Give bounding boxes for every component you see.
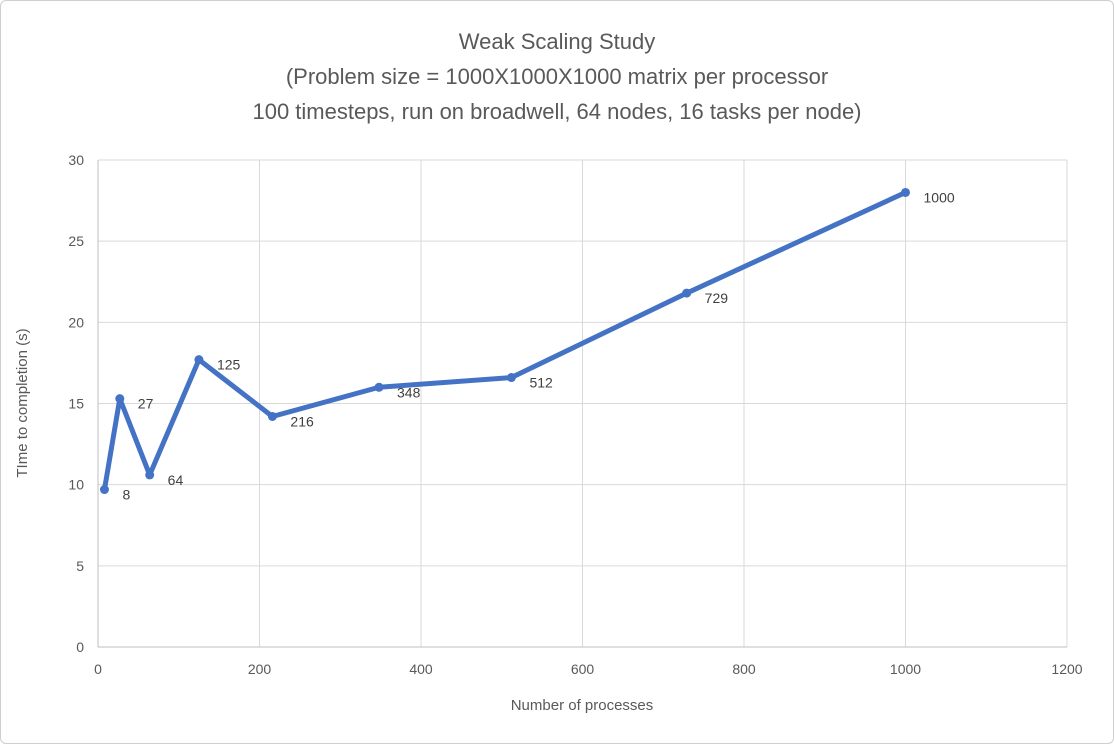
data-point xyxy=(267,411,277,421)
y-tick-label: 10 xyxy=(68,477,84,493)
x-tick-label: 600 xyxy=(571,661,595,677)
y-axis-title: TIme to completion (s) xyxy=(14,328,31,477)
data-label: 64 xyxy=(168,472,184,488)
series-line xyxy=(101,189,908,493)
y-tick-label: 0 xyxy=(76,639,84,655)
data-series xyxy=(99,187,910,495)
data-label: 729 xyxy=(705,290,729,306)
data-point xyxy=(374,382,384,392)
gridlines xyxy=(98,159,1068,647)
data-point xyxy=(682,288,692,298)
data-label: 125 xyxy=(217,357,241,373)
chart-title-line-3: 100 timesteps, run on broadwell, 64 node… xyxy=(252,99,861,124)
x-tick-label: 0 xyxy=(94,661,102,677)
data-point xyxy=(115,394,125,404)
data-label: 348 xyxy=(397,384,421,400)
x-tick-label: 400 xyxy=(409,661,433,677)
chart-title-line-2: (Problem size = 1000X1000X1000 matrix pe… xyxy=(286,64,828,89)
x-tick-label: 200 xyxy=(248,661,272,677)
y-tick-label: 15 xyxy=(68,396,84,412)
x-axis-title: Number of processes xyxy=(511,697,654,714)
x-tick-label: 1200 xyxy=(1051,661,1082,677)
y-tick-label: 25 xyxy=(68,233,84,249)
data-label: 216 xyxy=(290,413,314,429)
data-point xyxy=(99,485,109,495)
data-labels: 8 27 64 125 216 348 512 729 1000 xyxy=(122,189,954,502)
data-point xyxy=(901,187,910,197)
data-label: 512 xyxy=(529,375,553,391)
chart-title: Weak Scaling Study (Problem size = 1000X… xyxy=(252,29,861,124)
data-point xyxy=(506,373,516,383)
data-label: 27 xyxy=(138,396,154,412)
data-label: 1000 xyxy=(924,189,955,205)
y-tick-label: 30 xyxy=(68,152,84,168)
y-tick-label: 20 xyxy=(68,314,84,330)
x-tick-label: 1000 xyxy=(890,661,921,677)
data-point xyxy=(145,470,155,480)
data-point xyxy=(194,355,204,365)
chart-title-line-1: Weak Scaling Study xyxy=(459,29,655,54)
y-tick-label: 5 xyxy=(76,558,84,574)
x-tick-label: 800 xyxy=(732,661,756,677)
axes: 0 5 10 15 20 25 30 0 200 400 600 800 1000 1200 xyxy=(68,152,1082,677)
data-label: 8 xyxy=(122,487,130,503)
